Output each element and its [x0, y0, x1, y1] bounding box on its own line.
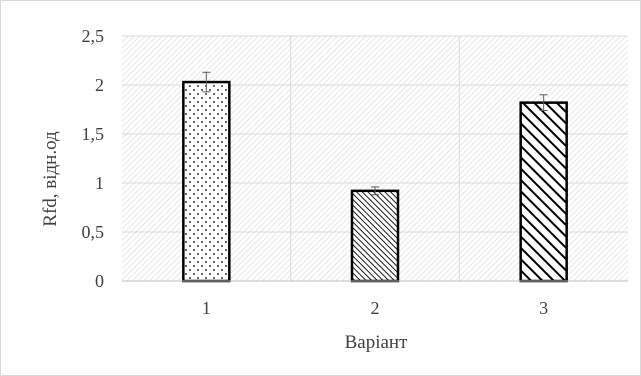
- y-tick-label: 0: [95, 271, 104, 291]
- y-tick-label: 1: [95, 173, 104, 193]
- y-tick-label: 0,5: [82, 222, 105, 242]
- y-axis-tick-labels: 0 0,5 1 1,5 2 2,5: [82, 26, 105, 291]
- y-tick-label: 2: [95, 75, 104, 95]
- x-axis-title: Варіант: [345, 332, 408, 353]
- x-tick-label: 3: [539, 298, 548, 318]
- bar-3: [519, 101, 568, 283]
- y-axis-title: Rfd, відн.од: [40, 131, 61, 227]
- bar-1: [182, 80, 231, 283]
- x-tick-label: 1: [202, 298, 211, 318]
- x-axis-tick-labels: 1 2 3: [202, 298, 548, 318]
- x-tick-label: 2: [371, 298, 380, 318]
- bar-2: [350, 189, 400, 283]
- y-tick-label: 1,5: [82, 124, 105, 144]
- error-bars: [202, 71, 548, 196]
- y-tick-label: 2,5: [82, 26, 105, 46]
